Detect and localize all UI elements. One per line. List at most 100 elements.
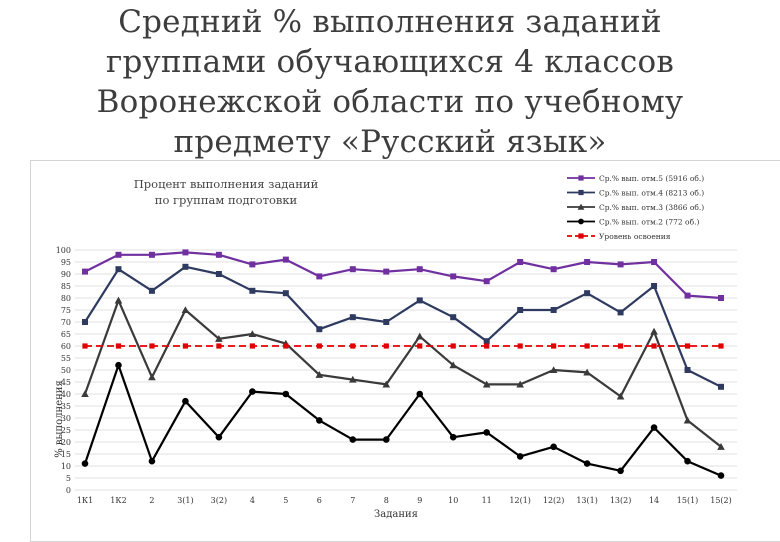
y-tick-label: 40 xyxy=(61,390,71,399)
y-tick-label: 5 xyxy=(66,474,71,483)
y-tick-label: 70 xyxy=(61,318,71,327)
series-line xyxy=(83,364,722,477)
series-point xyxy=(684,292,691,299)
line-chart: Процент выполнения заданий по группам по… xyxy=(54,174,737,520)
series-point xyxy=(549,366,558,374)
series-point xyxy=(617,467,624,475)
x-tick-label: 9 xyxy=(417,496,422,505)
series-point xyxy=(578,189,584,196)
series-point xyxy=(148,457,156,465)
x-tick-label: 7 xyxy=(350,496,355,505)
x-axis-ticks: 1К1 1К2 2 3(1) 3(2) 4 5 6 7 8 9 10 11 12(1) 12(2) 13(1)… xyxy=(77,496,732,505)
y-tick-label: 85 xyxy=(61,282,71,291)
series-point xyxy=(584,290,591,297)
series-point xyxy=(282,290,289,297)
series-point xyxy=(215,251,222,258)
series-point xyxy=(282,390,290,398)
y-tick-label: 35 xyxy=(61,402,71,411)
series-2 xyxy=(82,263,724,390)
slide-title-line: Воронежской области по учебному xyxy=(96,84,684,120)
series-point xyxy=(650,327,658,335)
slide-title-line: группами обучающихся 4 классов xyxy=(106,44,674,80)
slide-title-line: предмету «Русский язык» xyxy=(173,124,607,160)
x-tick-label: 13(2) xyxy=(610,496,632,505)
y-tick-label: 10 xyxy=(61,462,71,471)
x-tick-label: 3(1) xyxy=(177,496,193,505)
y-tick-label: 0 xyxy=(66,486,71,495)
x-tick-label: 13(1) xyxy=(576,496,598,505)
series-point xyxy=(383,319,390,325)
series-point xyxy=(550,266,557,273)
series-point xyxy=(115,251,122,258)
series-point xyxy=(249,287,256,294)
series-point xyxy=(483,338,490,345)
series-point xyxy=(382,380,391,388)
series-point xyxy=(417,343,423,349)
series-point xyxy=(482,380,491,388)
series-point xyxy=(717,443,725,450)
series-point xyxy=(717,472,725,479)
series-point xyxy=(182,343,189,349)
y-tick-label: 75 xyxy=(61,306,71,315)
series-point xyxy=(450,314,457,321)
series-group xyxy=(81,249,725,479)
series-line xyxy=(84,251,722,300)
series-point xyxy=(651,283,658,289)
x-tick-label: 2 xyxy=(149,496,154,505)
series-point xyxy=(616,392,625,400)
legend-label: Ср.% вып. отм.4 (8213 об.) xyxy=(599,189,704,198)
series-point xyxy=(316,326,323,333)
series-point xyxy=(383,343,389,349)
y-axis-title: % выполнения xyxy=(54,380,65,458)
series-point xyxy=(316,343,322,349)
series-point xyxy=(348,375,357,383)
y-tick-label: 60 xyxy=(61,342,71,351)
series-point xyxy=(249,343,255,349)
series-point xyxy=(81,460,89,467)
series-point xyxy=(115,343,122,349)
series-point xyxy=(450,343,456,349)
legend-label: Ср.% вып. отм.5 (5916 об.) xyxy=(599,174,704,183)
series-point xyxy=(684,343,691,349)
series-point xyxy=(718,295,724,301)
series-point xyxy=(578,233,584,239)
series-point xyxy=(683,416,692,424)
series-point xyxy=(550,307,557,313)
series-point xyxy=(449,361,458,369)
grid xyxy=(75,249,737,491)
series-point xyxy=(718,383,724,390)
series-point xyxy=(148,287,155,294)
y-tick-label: 25 xyxy=(61,426,71,435)
series-point xyxy=(416,390,424,398)
series-point xyxy=(215,433,223,441)
series-point xyxy=(651,343,657,349)
series-point xyxy=(577,203,585,210)
series-point xyxy=(249,388,256,395)
series-point xyxy=(149,343,155,349)
series-point xyxy=(283,343,289,349)
series-point xyxy=(583,368,591,376)
series-point xyxy=(483,429,490,436)
y-tick-label: 50 xyxy=(61,366,71,375)
series-point xyxy=(584,259,591,265)
legend-label: Уровень освоения xyxy=(599,232,671,241)
series-point xyxy=(82,319,88,325)
series-point xyxy=(148,373,156,381)
series-point xyxy=(248,330,257,338)
x-tick-label: 15(1) xyxy=(677,496,699,505)
series-point xyxy=(148,251,155,258)
series-point xyxy=(551,343,557,349)
series-line xyxy=(83,299,722,448)
y-tick-label: 100 xyxy=(56,246,71,255)
x-tick-label: 12(1) xyxy=(509,496,531,505)
x-tick-label: 1К2 xyxy=(110,496,126,505)
series-point xyxy=(617,261,624,268)
x-tick-label: 15(2) xyxy=(710,496,732,505)
x-tick-label: 3(2) xyxy=(211,496,227,505)
series-point xyxy=(81,390,89,398)
legend: Ср.% вып. отм.5 (5916 об.) Ср.% вып. отм.… xyxy=(567,174,704,241)
series-point xyxy=(383,268,390,275)
y-axis-ticks: 0 5 10 15 20 25 30 35 40 45 50 55 60 65 70 75 80 85 90 95 10… xyxy=(56,246,71,495)
series-point xyxy=(450,273,457,280)
series-point xyxy=(449,433,457,441)
